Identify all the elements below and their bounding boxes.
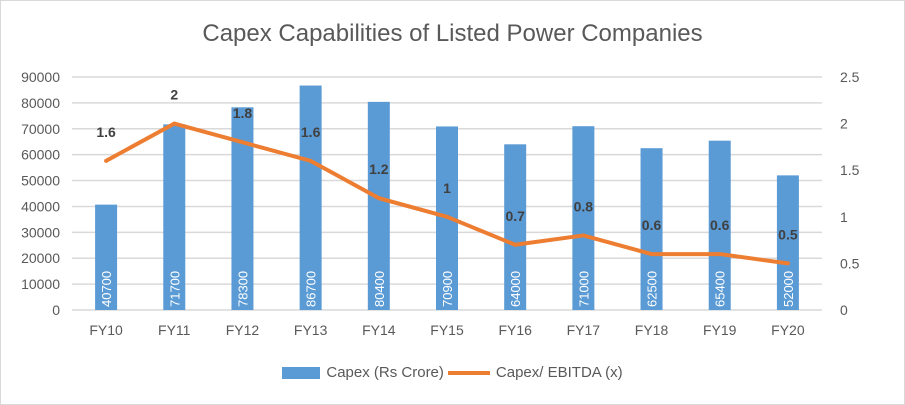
legend-label-capex: Capex (Rs Crore) xyxy=(326,364,444,381)
bar xyxy=(163,124,186,310)
x-tick-label: FY17 xyxy=(567,322,601,338)
line-point xyxy=(240,140,245,145)
line-data-label: 1.6 xyxy=(96,124,116,140)
bar-data-label: 80400 xyxy=(372,271,387,307)
chart-title: Capex Capabilities of Listed Power Compa… xyxy=(202,20,703,47)
x-tick-label: FY19 xyxy=(703,322,737,338)
x-tick-label: FY13 xyxy=(294,322,328,338)
bar xyxy=(95,204,118,310)
right-tick-label: 0 xyxy=(840,302,848,318)
legend-swatch-ratio xyxy=(447,370,490,375)
line-data-label: 1 xyxy=(443,180,451,196)
line-data-label: 0.5 xyxy=(778,226,798,242)
left-tick-label: 40000 xyxy=(21,198,60,214)
bar-data-label: 64000 xyxy=(508,271,523,307)
left-tick-label: 0 xyxy=(52,302,60,318)
left-tick-label: 70000 xyxy=(21,121,60,137)
x-tick-label: FY12 xyxy=(226,322,260,338)
bar-data-label: 70900 xyxy=(440,271,455,307)
bar xyxy=(504,144,527,310)
right-tick-label: 2.5 xyxy=(840,69,860,85)
bar-data-label: 78300 xyxy=(235,271,250,307)
x-tick-label: FY18 xyxy=(635,322,669,338)
right-tick-label: 2 xyxy=(840,116,848,132)
line-point xyxy=(445,214,449,219)
line-point xyxy=(104,158,109,163)
line-data-label: 1.8 xyxy=(233,105,253,121)
line-point xyxy=(172,121,177,126)
bar-data-label: 71700 xyxy=(167,271,182,307)
bar-data-label: 71000 xyxy=(576,271,591,307)
bar-data-label: 65400 xyxy=(713,271,728,307)
bar xyxy=(776,175,799,310)
bar xyxy=(231,107,254,310)
bar xyxy=(299,85,322,310)
bar-data-label: 52000 xyxy=(781,271,796,307)
line-data-label: 0.7 xyxy=(505,208,525,224)
bar-data-label: 86700 xyxy=(304,271,319,307)
left-tick-label: 10000 xyxy=(21,276,60,292)
left-tick-label: 30000 xyxy=(21,224,60,240)
line-point xyxy=(308,158,313,163)
line-point xyxy=(785,261,790,266)
line-point xyxy=(717,252,722,257)
bar xyxy=(367,101,390,310)
line-data-label: 1.2 xyxy=(369,161,389,177)
bar-data-label: 40700 xyxy=(99,271,114,307)
line-data-label: 0.8 xyxy=(574,198,594,214)
bar xyxy=(572,126,595,310)
legend: Capex (Rs Crore) Capex/ EBITDA (x) xyxy=(0,364,905,381)
x-tick-label: FY11 xyxy=(158,322,191,338)
left-tick-label: 80000 xyxy=(21,95,60,111)
line-data-label: 0.6 xyxy=(710,217,730,233)
left-tick-label: 50000 xyxy=(21,173,60,189)
right-tick-label: 0.5 xyxy=(840,255,860,271)
x-tick-label: FY15 xyxy=(430,322,464,338)
left-tick-label: 90000 xyxy=(21,69,60,85)
left-tick-label: 60000 xyxy=(21,147,60,163)
line-point xyxy=(513,242,518,247)
bar xyxy=(708,140,731,310)
x-tick-label: FY16 xyxy=(498,322,532,338)
right-tick-label: 1 xyxy=(840,209,848,225)
bar xyxy=(640,148,663,310)
line-data-label: 1.6 xyxy=(301,124,321,140)
line-point xyxy=(649,252,654,257)
line-data-label: 0.6 xyxy=(642,217,662,233)
legend-swatch-capex xyxy=(282,366,321,379)
x-tick-label: FY10 xyxy=(89,322,123,338)
line-data-label: 2 xyxy=(170,87,178,103)
x-tick-label: FY14 xyxy=(362,322,396,338)
right-tick-label: 1.5 xyxy=(840,162,860,178)
line-point xyxy=(581,233,586,238)
line-point xyxy=(376,196,381,201)
left-tick-label: 20000 xyxy=(21,250,60,266)
x-tick-label: FY20 xyxy=(771,322,805,338)
bar-data-label: 62500 xyxy=(645,271,660,307)
legend-label-ratio: Capex/ EBITDA (x) xyxy=(495,364,623,381)
